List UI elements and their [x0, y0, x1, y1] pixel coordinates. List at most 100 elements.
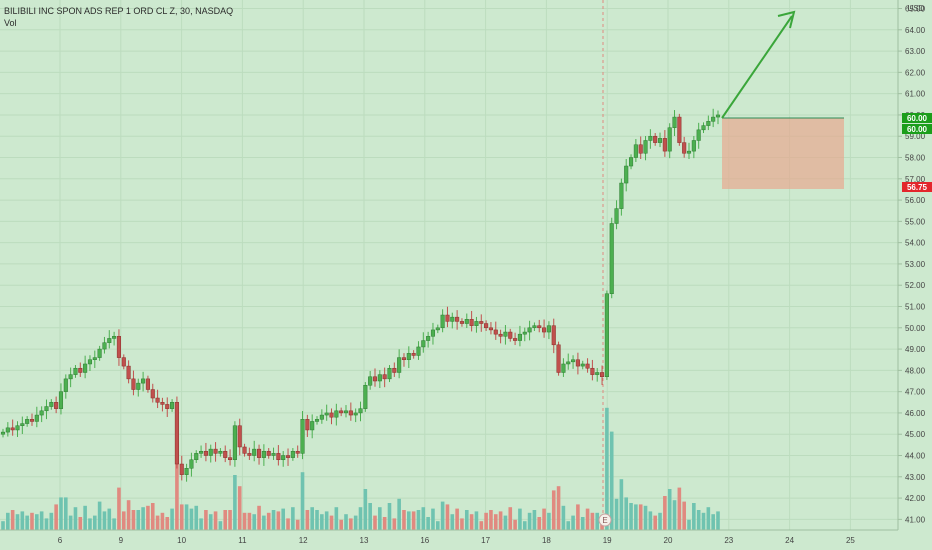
volume-bar [469, 514, 474, 530]
candle [271, 453, 276, 456]
volume-bar [605, 407, 609, 530]
volume-bar [542, 508, 546, 530]
y-tick-label: 55.00 [905, 217, 926, 226]
volume-bar [344, 514, 348, 530]
candle [566, 361, 571, 365]
candle [102, 342, 107, 350]
candle [682, 142, 687, 154]
volume-bar [706, 507, 711, 530]
candle [29, 419, 35, 422]
volume-bar [271, 510, 276, 530]
candle [281, 455, 286, 461]
candle [672, 116, 677, 128]
x-tick-label: 17 [481, 536, 490, 545]
candle [382, 374, 387, 380]
volume-bar [59, 497, 63, 530]
volume-bar [547, 512, 551, 530]
candle [368, 376, 373, 386]
y-tick-label: 46.00 [905, 409, 926, 418]
candle [546, 325, 551, 333]
candle [145, 378, 150, 390]
candle [624, 165, 629, 184]
candle [469, 319, 474, 326]
candle [440, 314, 445, 329]
volume-bar [291, 507, 295, 530]
volume-bar [580, 517, 585, 530]
volume-bar [25, 515, 29, 530]
candle [242, 446, 247, 454]
volume-bar [247, 512, 252, 530]
candle [295, 450, 300, 454]
projection-arrow[interactable] [721, 15, 793, 119]
stop-price-tag [902, 182, 932, 192]
time-axis[interactable]: 6 9 10 11 12 13 16 17 18 19 20 23 24 25 [58, 536, 856, 545]
volume-bar [672, 500, 677, 530]
candle [232, 425, 237, 461]
candle [527, 327, 532, 333]
candle [34, 414, 39, 422]
candle [542, 327, 547, 333]
volume-bar [295, 519, 300, 530]
volume-bar [416, 510, 421, 530]
x-tick-label: 16 [420, 536, 429, 545]
volume-bar [411, 511, 416, 530]
price-tag-60-label: 60.00 [907, 114, 928, 123]
candle [276, 453, 281, 461]
candle [590, 367, 595, 375]
candle [614, 208, 619, 224]
candle [179, 463, 184, 475]
candle [150, 389, 155, 399]
last-price-tag-label: 60.00 [907, 125, 928, 134]
candle [184, 468, 189, 475]
volume-bar [532, 510, 537, 530]
candle [600, 372, 605, 377]
earnings-marker-icon[interactable] [598, 513, 612, 527]
candle [310, 421, 315, 431]
volume-indicator-label[interactable]: Vol [4, 18, 17, 28]
x-tick-label: 25 [846, 536, 855, 545]
candle [199, 450, 204, 454]
volume-bar [508, 507, 513, 530]
x-tick-label: 12 [299, 536, 308, 545]
volume-bar [15, 514, 20, 530]
candle [20, 423, 25, 426]
candle [334, 410, 339, 418]
candle [87, 359, 93, 365]
arrow-head-icon [777, 10, 796, 29]
volume-bar [692, 503, 696, 530]
volume-bar [121, 511, 126, 530]
candle [121, 357, 126, 367]
y-tick-label: 52.00 [905, 281, 926, 290]
candle [266, 450, 271, 456]
candle [503, 331, 508, 337]
volume-bar [160, 512, 165, 530]
symbol-title[interactable]: BILIBILI INC SPON ADS REP 1 ORD CL Z, 30… [4, 6, 234, 16]
last-price-tag [902, 124, 932, 134]
candle [68, 374, 73, 380]
volume-bar [571, 515, 575, 530]
volume-bar [464, 510, 469, 530]
volume-bar [711, 514, 715, 530]
candle [455, 316, 460, 322]
volume-bar [677, 487, 682, 530]
volume-bar [387, 503, 392, 530]
candle [406, 353, 411, 360]
candle [189, 459, 194, 469]
volume-bar [609, 431, 614, 530]
volume-bar [493, 514, 498, 530]
candle [498, 333, 503, 337]
volume-bar [561, 505, 566, 530]
volume-bar [30, 512, 34, 530]
stop-loss-zone[interactable] [722, 118, 844, 189]
volume-bar [435, 521, 440, 530]
candle [513, 338, 518, 341]
volume-bar [49, 512, 54, 530]
candle [372, 376, 378, 382]
volume-bar [1, 521, 5, 530]
volume-bar [233, 475, 237, 530]
volume-bar [460, 518, 464, 530]
volume-bar [228, 510, 232, 530]
candle [247, 453, 252, 456]
